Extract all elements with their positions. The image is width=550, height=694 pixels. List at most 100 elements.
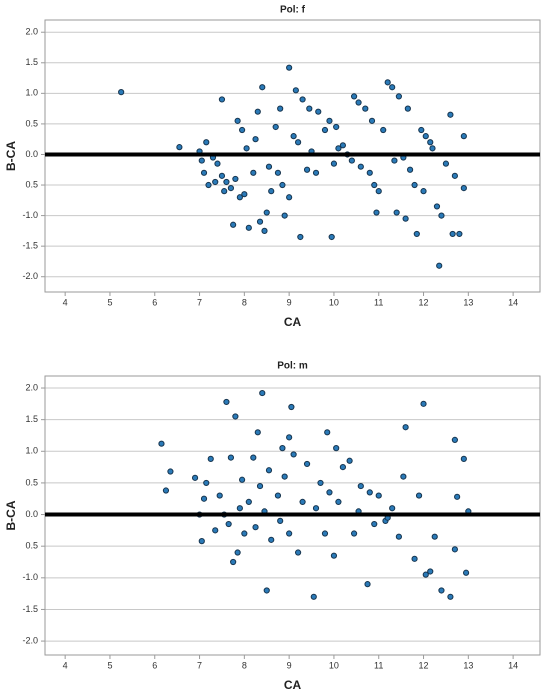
point — [263, 587, 270, 594]
point — [286, 194, 293, 201]
y-tick-label: 2.0 — [25, 382, 38, 392]
point — [427, 568, 434, 575]
point — [288, 403, 295, 411]
point — [198, 157, 205, 164]
point — [375, 492, 382, 499]
x-tick-label: 13 — [463, 660, 473, 670]
point — [433, 203, 441, 210]
point — [279, 445, 286, 452]
point — [442, 160, 450, 167]
point — [259, 84, 266, 91]
point — [245, 498, 252, 505]
point — [256, 482, 264, 490]
y-tick-label: -2.0 — [22, 271, 38, 281]
point — [256, 218, 264, 225]
y-axis-title: B-CA — [4, 141, 18, 171]
chart-title: Pol: f — [280, 5, 306, 16]
point — [241, 530, 248, 537]
point — [221, 188, 228, 195]
point — [371, 181, 378, 189]
point — [330, 160, 338, 167]
point — [230, 558, 237, 566]
point — [279, 181, 286, 189]
point — [223, 178, 230, 186]
point — [277, 517, 284, 524]
point — [339, 142, 346, 149]
point — [290, 451, 297, 458]
point — [431, 533, 438, 540]
point — [191, 474, 199, 481]
point — [218, 172, 226, 179]
point — [317, 479, 324, 487]
point — [438, 212, 445, 219]
point — [218, 96, 226, 103]
point — [321, 530, 329, 537]
point — [462, 569, 470, 576]
y-tick-label: -1.0 — [22, 572, 38, 582]
point — [366, 489, 373, 496]
point — [294, 139, 302, 146]
point — [429, 145, 436, 152]
point — [391, 157, 398, 164]
point — [299, 498, 306, 505]
point — [252, 524, 259, 531]
x-tick-label: 12 — [419, 297, 429, 307]
x-tick-label: 7 — [197, 660, 202, 670]
x-tick-label: 5 — [107, 297, 112, 307]
point — [312, 505, 320, 512]
point — [310, 593, 317, 600]
x-axis-title: CA — [284, 678, 302, 692]
point — [286, 64, 293, 71]
point — [207, 455, 214, 462]
point — [274, 492, 282, 499]
point — [335, 145, 342, 152]
point — [230, 221, 237, 228]
point — [395, 533, 402, 540]
point — [413, 230, 420, 238]
y-tick-label: 1.5 — [25, 57, 38, 67]
point — [460, 133, 467, 140]
x-tick-label: 10 — [329, 660, 339, 670]
point — [286, 434, 293, 441]
point — [232, 175, 239, 183]
point — [268, 188, 275, 195]
point — [389, 505, 396, 512]
point — [436, 262, 443, 269]
point — [203, 139, 210, 146]
point — [234, 117, 241, 124]
point — [227, 184, 235, 192]
point — [422, 133, 429, 140]
point — [451, 172, 458, 179]
x-tick-label: 11 — [374, 297, 383, 307]
point — [362, 105, 369, 112]
point — [411, 181, 418, 189]
y-tick-label: 0.5 — [25, 179, 38, 189]
point — [357, 482, 364, 490]
x-tick-label: 6 — [152, 297, 157, 307]
y-tick-label: 0.0 — [25, 509, 38, 519]
y-tick-label: 0.5 — [25, 477, 38, 487]
point — [281, 212, 288, 219]
x-tick-label: 4 — [63, 297, 68, 307]
point — [268, 536, 275, 543]
point — [400, 473, 407, 480]
point — [339, 464, 346, 471]
point — [294, 549, 302, 556]
point — [350, 530, 358, 537]
point — [303, 460, 311, 468]
point — [227, 454, 235, 461]
point — [250, 454, 257, 461]
point — [451, 436, 458, 443]
point — [420, 188, 427, 195]
point — [366, 169, 373, 176]
point — [261, 227, 268, 234]
point — [303, 166, 311, 173]
point — [406, 166, 414, 173]
point — [456, 230, 463, 238]
point — [241, 191, 248, 198]
point — [277, 105, 284, 112]
point — [200, 169, 208, 176]
point — [330, 552, 338, 559]
y-tick-label: 0.0 — [25, 149, 38, 159]
